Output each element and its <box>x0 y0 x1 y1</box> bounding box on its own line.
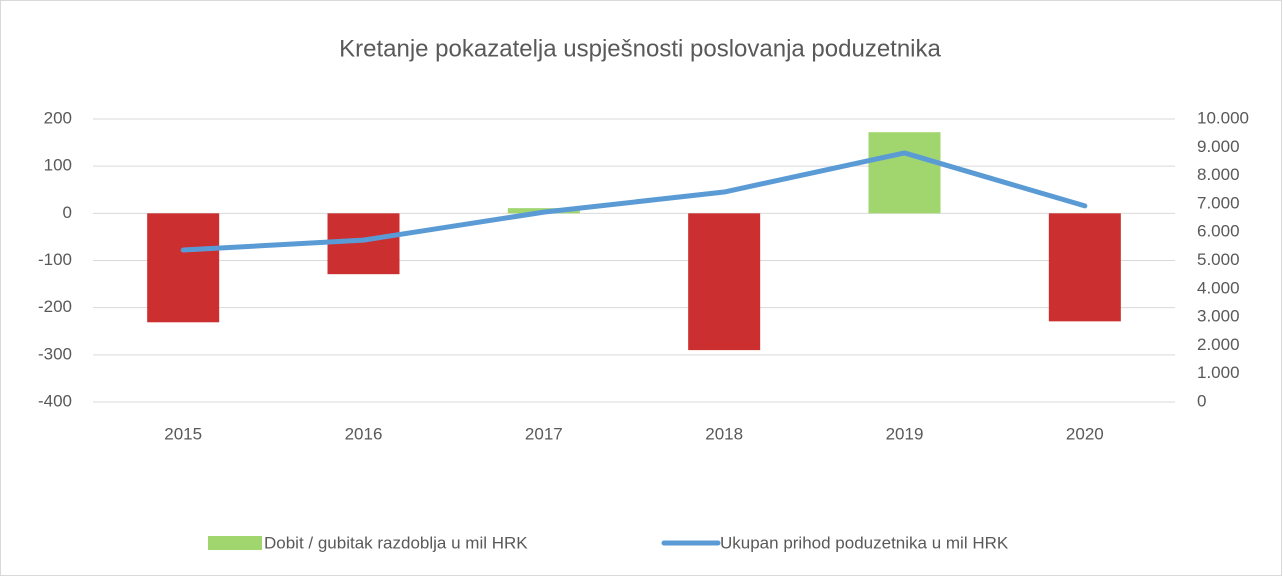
x-tick-label: 2020 <box>1066 424 1104 443</box>
y2-tick-label: 1.000 <box>1197 363 1240 382</box>
x-tick-label: 2015 <box>164 424 202 443</box>
legend-swatch <box>208 536 262 550</box>
y-tick-label: -100 <box>38 250 72 269</box>
y-tick-label: 100 <box>44 156 72 175</box>
y-tick-label: -300 <box>38 344 72 363</box>
y2-tick-label: 0 <box>1197 391 1206 410</box>
y2-tick-label: 10.000 <box>1197 108 1249 127</box>
y2-tick-label: 5.000 <box>1197 250 1240 269</box>
line <box>180 150 1088 253</box>
bar <box>1048 213 1121 322</box>
x-tick-label: 2017 <box>525 424 563 443</box>
y2-tick-label: 4.000 <box>1197 278 1240 297</box>
y2-tick-label: 8.000 <box>1197 165 1240 184</box>
y-tick-label: 0 <box>63 203 72 222</box>
legend-label: Ukupan prihod poduzetnika u mil HRK <box>720 533 1009 552</box>
y-tick-label: -200 <box>38 297 72 316</box>
y2-tick-label: 6.000 <box>1197 222 1240 241</box>
y2-tick-label: 3.000 <box>1197 307 1240 326</box>
y-tick-label: 200 <box>44 108 72 127</box>
y2-tick-label: 7.000 <box>1197 193 1240 212</box>
legend-label: Dobit / gubitak razdoblja u mil HRK <box>264 533 528 552</box>
x-tick-label: 2018 <box>705 424 743 443</box>
bar <box>688 213 761 351</box>
y-tick-label: -400 <box>38 391 72 410</box>
chart-title: Kretanje pokazatelja uspješnosti poslova… <box>339 35 941 62</box>
bar <box>868 132 941 214</box>
y2-tick-label: 2.000 <box>1197 335 1240 354</box>
bar <box>147 213 220 323</box>
y2-tick-label: 9.000 <box>1197 137 1240 156</box>
x-tick-label: 2016 <box>345 424 383 443</box>
x-tick-label: 2019 <box>886 424 924 443</box>
